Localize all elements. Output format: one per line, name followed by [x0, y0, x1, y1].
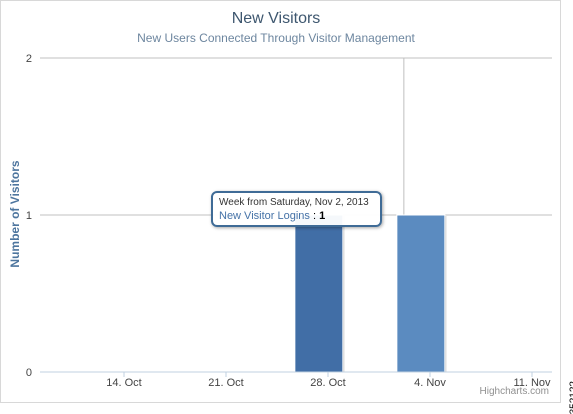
x-tick-label: 21. Oct [208, 377, 243, 389]
bar [396, 214, 446, 373]
figure-id: 352122 [568, 381, 573, 414]
x-tick-label: 14. Oct [106, 377, 141, 389]
y-tick-label: 0 [26, 367, 32, 379]
x-tick-label: 11. Nov [513, 377, 551, 389]
y-tick-label: 1 [26, 210, 32, 222]
credits-link[interactable]: Highcharts.com [479, 386, 549, 397]
chart-tooltip: Week from Saturday, Nov 2, 2013 New Visi… [211, 191, 382, 227]
plot-area: 0 1 2 14. Oct 21. Oct 28. Oct 4. Nov 11. Nov [26, 53, 552, 389]
tooltip-header: Week from Saturday, Nov 2, 2013 [219, 197, 369, 208]
bar [294, 214, 344, 373]
x-tick-label: 28. Oct [310, 377, 345, 389]
tooltip-separator: : [312, 210, 317, 222]
chart-title: New Visitors [231, 10, 321, 27]
chart-subtitle: New Users Connected Through Visitor Mana… [137, 31, 415, 45]
y-tick-label: 2 [26, 53, 32, 65]
tooltip-series-label: New Visitor Logins [219, 210, 310, 222]
tooltip-value: 1 [319, 210, 326, 222]
x-tick-label: 4. Nov [414, 377, 446, 389]
tooltip-line: New Visitor Logins : 1 [219, 209, 374, 223]
